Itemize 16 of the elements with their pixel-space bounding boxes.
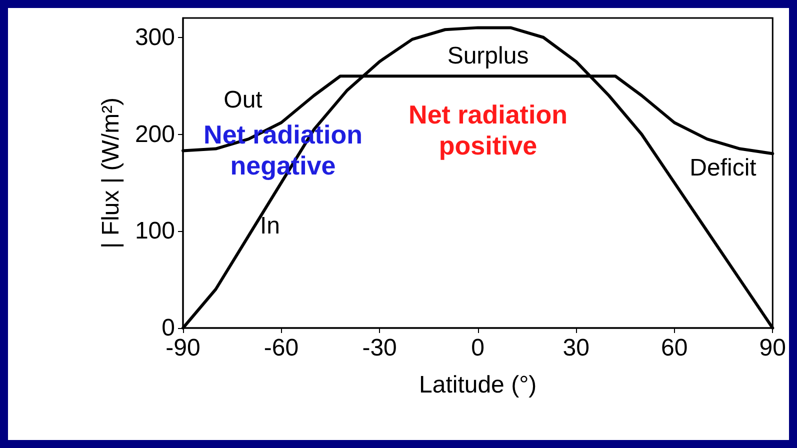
x-tick-label: 90 — [759, 334, 786, 362]
y-axis-title: | Flux | (W/m²) — [98, 97, 124, 249]
x-axis-title: Latitude (°) — [419, 372, 537, 398]
x-tick-label: 60 — [661, 334, 688, 362]
annotation: Deficit — [690, 154, 757, 182]
y-tick-label: 200 — [134, 120, 175, 148]
x-tick-label: -30 — [362, 334, 397, 362]
y-tick-label: 100 — [134, 218, 175, 245]
annotation: Surplus — [447, 42, 529, 70]
x-tick-label: -60 — [264, 334, 299, 362]
x-tick-label: 0 — [471, 334, 485, 362]
x-tick-label: 30 — [562, 334, 590, 362]
annotation: In — [260, 212, 280, 240]
y-tick-label: 300 — [134, 24, 175, 51]
annotation: Net radiation positive — [408, 100, 568, 160]
annotation: Out — [224, 86, 263, 114]
